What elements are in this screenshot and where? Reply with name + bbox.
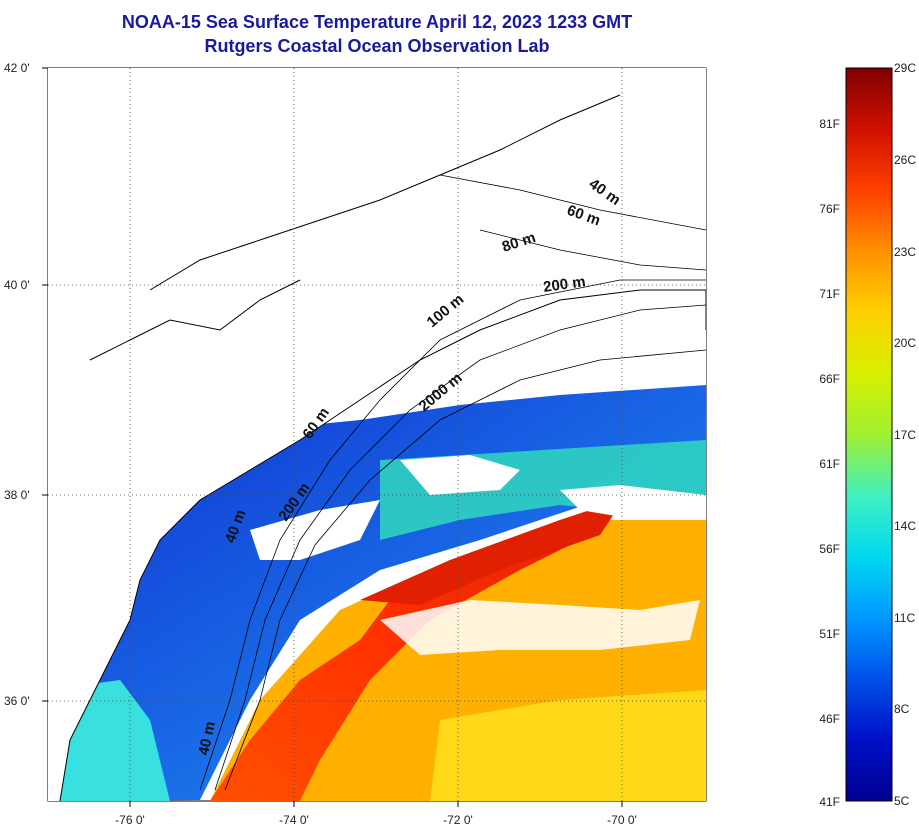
sst-field (48, 68, 706, 801)
lat-label: 42 0' (4, 61, 30, 75)
colorbar: 81F 76F 71F 66F 61F 56F 51F 46F 41F 29C … (819, 61, 916, 809)
colorbar-gradient (846, 68, 892, 801)
gulf-stream-filament (360, 505, 620, 605)
colorbar-f-label: 66F (819, 372, 840, 386)
colorbar-f-label: 51F (819, 627, 840, 641)
isobath-line (224, 349, 706, 791)
lat-label: 36 0' (4, 694, 30, 708)
colorbar-c-label: 20C (894, 336, 916, 350)
cloud-patch (380, 600, 700, 655)
colorbar-frame (845, 67, 893, 802)
colorbar-f-label: 81F (819, 117, 840, 131)
map-title: NOAA-15 Sea Surface Temperature April 12… (121, 12, 633, 32)
lon-label: -76 0' (115, 813, 145, 827)
cloud-patch (400, 455, 520, 495)
isobath-label: 200 m (542, 273, 586, 296)
coastline (59, 289, 706, 801)
gulf-stream-core (210, 500, 620, 801)
warm-yellow-patch (430, 690, 706, 801)
colorbar-c-label: 5C (894, 794, 910, 808)
colorbar-c-label: 14C (894, 519, 916, 533)
isobath-line (214, 304, 706, 791)
land-offshore-mask (620, 330, 706, 385)
lat-label: 40 0' (4, 278, 30, 292)
lon-label: -70 0' (607, 813, 637, 827)
coastline-inland (149, 94, 621, 291)
colorbar-f-label: 76F (819, 202, 840, 216)
colorbar-f-label: 46F (819, 712, 840, 726)
colorbar-c-label: 17C (894, 428, 916, 442)
map-subtitle: Rutgers Coastal Ocean Observation Lab (204, 36, 550, 56)
colorbar-f-label: 71F (819, 287, 840, 301)
colorbar-f-label: 41F (819, 795, 840, 809)
isobath-line (479, 229, 706, 271)
colorbar-f-label: 61F (819, 457, 840, 471)
colorbar-c-label: 8C (894, 702, 910, 716)
cloud-patch (250, 500, 380, 560)
isobath-line (439, 174, 706, 231)
isobath-line (199, 279, 706, 791)
axis-ticks (42, 67, 623, 807)
colorbar-c-label: 29C (894, 61, 916, 75)
cloud-patch (560, 485, 706, 520)
land (48, 68, 706, 801)
colorbar-c-label: 11C (894, 611, 915, 625)
colorbar-c-label: 26C (894, 153, 916, 167)
isobath-label: 40 m (195, 720, 219, 757)
colorbar-c-label: 23C (894, 245, 916, 259)
lat-label: 38 0' (4, 488, 30, 502)
colorbar-f-label: 56F (819, 542, 840, 556)
chesapeake-outline (89, 279, 301, 361)
lon-label: -74 0' (279, 813, 309, 827)
graticule (48, 68, 706, 801)
lon-label: -72 0' (443, 813, 473, 827)
